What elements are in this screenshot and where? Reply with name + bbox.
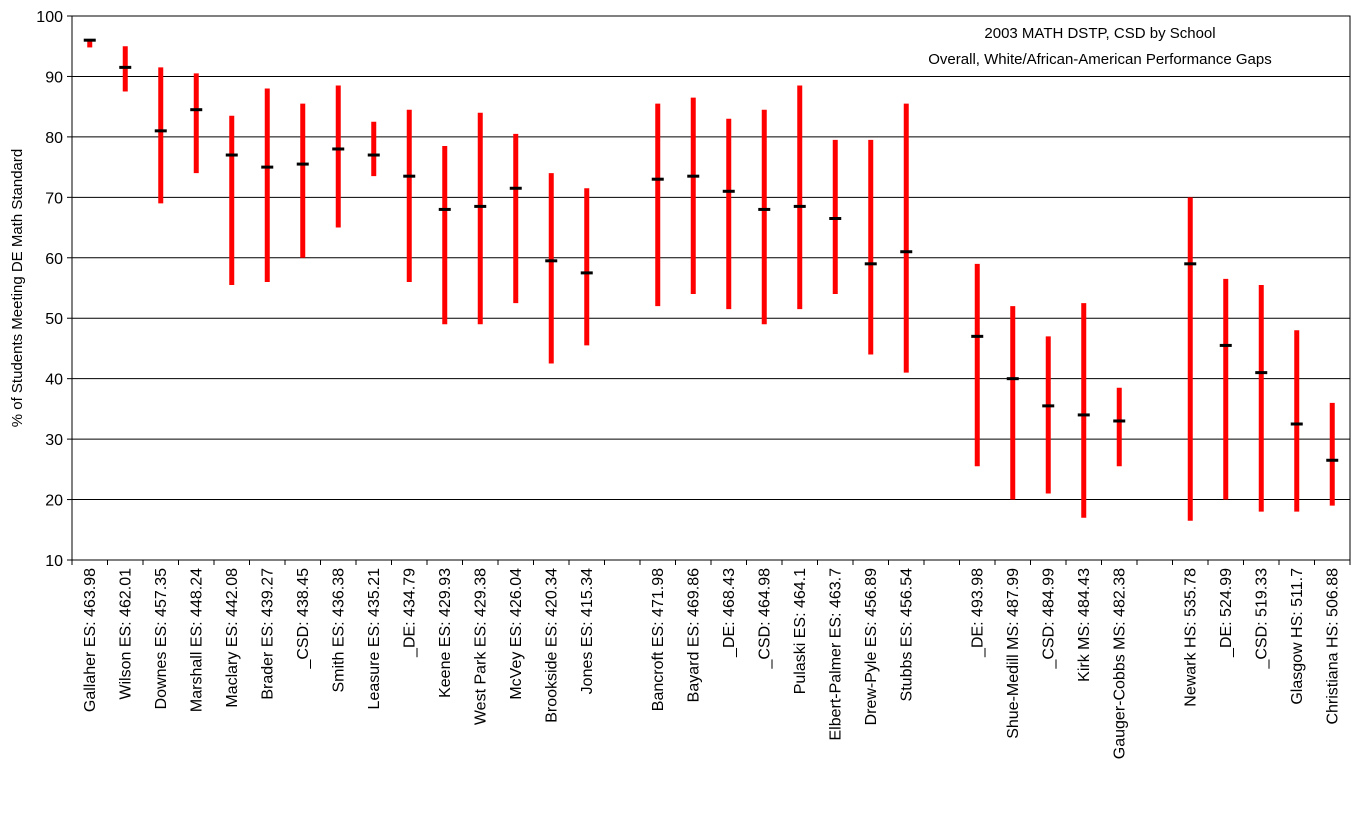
x-tick-label: Kirk MS: 484.43 xyxy=(1076,568,1093,682)
y-tick-label: 40 xyxy=(45,372,63,389)
x-tick-label: _CSD: 519.33 xyxy=(1253,568,1270,670)
x-tick-label: Christiana HS: 506.88 xyxy=(1324,568,1341,725)
y-tick-label: 70 xyxy=(45,190,63,207)
x-tick-label: Jones ES: 415.34 xyxy=(579,568,596,694)
data-marks xyxy=(83,38,1339,521)
x-tick-label: Gallaher ES: 463.98 xyxy=(82,568,99,712)
x-tick-label: Glasgow HS: 511.7 xyxy=(1289,568,1306,705)
x-tick-label: Downes ES: 457.35 xyxy=(153,568,170,710)
plot-area xyxy=(71,15,1351,561)
x-tick-label: Brader ES: 439.27 xyxy=(259,568,276,700)
x-tick-label: Newark HS: 535.78 xyxy=(1182,568,1199,707)
x-tick-label: Keene ES: 429.93 xyxy=(437,568,454,698)
x-tick-label: Leasure ES: 435.21 xyxy=(366,568,383,710)
y-tick-label: 60 xyxy=(45,251,63,268)
y-tick-label: 10 xyxy=(45,553,63,570)
x-tick-label: West Park ES: 429.38 xyxy=(472,568,489,725)
x-tick-label: Maclary ES: 442.08 xyxy=(224,568,241,708)
x-tick-label: _DE: 493.98 xyxy=(969,568,986,658)
x-tick-label: _CSD: 464.98 xyxy=(756,568,773,670)
x-tick-label: Wilson ES: 462.01 xyxy=(117,568,134,700)
x-tick-label: Brookside ES: 420.34 xyxy=(543,568,560,723)
x-tick-label: _DE: 524.99 xyxy=(1218,568,1235,658)
y-tick-label: 100 xyxy=(36,9,63,26)
x-tick-label: Elbert-Palmer ES: 463.7 xyxy=(827,568,844,741)
y-axis-label: % of Students Meeting DE Math Standard xyxy=(9,149,26,428)
chart-title-line-1: 2003 MATH DSTP, CSD by School xyxy=(984,25,1215,42)
x-tick-label: Shue-Medill MS: 487.99 xyxy=(1005,568,1022,739)
chart-title-line-2: Overall, White/African-American Performa… xyxy=(928,51,1271,68)
x-tick-label: _DE: 434.79 xyxy=(401,568,418,658)
gridlines xyxy=(72,75,1350,501)
x-tick-label: McVey ES: 426.04 xyxy=(508,568,525,700)
x-tick-label: Bayard ES: 469.86 xyxy=(685,568,702,702)
x-tick-label: _DE: 468.43 xyxy=(721,568,738,658)
y-tick-label: 30 xyxy=(45,432,63,449)
x-tick-label: _CSD: 484.99 xyxy=(1040,568,1057,670)
x-tick-label: Gauger-Cobbs MS: 482.38 xyxy=(1111,568,1128,759)
x-tick-label: _CSD: 438.45 xyxy=(295,568,312,670)
x-axis-tick-labels: Gallaher ES: 463.98 Wilson ES: 462.01 Down… xyxy=(71,560,1351,759)
x-tick-label: Pulaski ES: 464.1 xyxy=(792,568,809,694)
x-tick-label: Smith ES: 436.38 xyxy=(330,568,347,693)
y-tick-label: 20 xyxy=(45,493,63,510)
x-tick-label: Stubbs ES: 456.54 xyxy=(898,568,915,702)
title-box xyxy=(852,17,1349,72)
x-tick-label: Marshall ES: 448.24 xyxy=(188,568,205,712)
x-tick-label: Bancroft ES: 471.98 xyxy=(650,568,667,711)
y-tick-label: 90 xyxy=(45,69,63,86)
y-tick-label: 80 xyxy=(45,130,63,147)
y-tick-label: 50 xyxy=(45,311,63,328)
x-tick-label: Drew-Pyle ES: 456.89 xyxy=(863,568,880,726)
y-axis-ticks: 10 20 30 40 50 60 70 80 90 100 xyxy=(36,9,72,570)
